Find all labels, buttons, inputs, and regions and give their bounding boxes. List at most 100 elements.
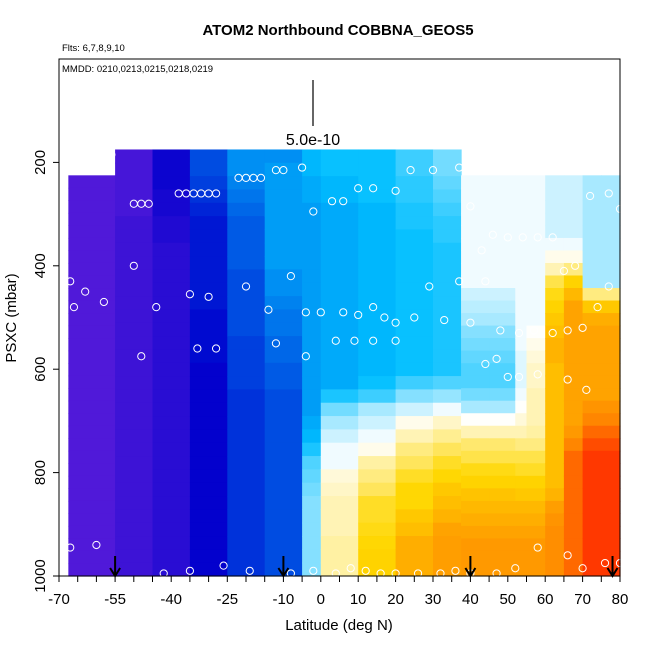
heatmap-cell (302, 256, 322, 271)
heatmap-cell (601, 187, 621, 201)
heatmap-cell (358, 442, 397, 457)
x-tick-label: -40 (160, 591, 182, 608)
heatmap-cell (320, 442, 359, 457)
heatmap-cell (563, 313, 584, 327)
heatmap-cell (68, 550, 116, 565)
heatmap-cell (526, 262, 546, 277)
heatmap-cell (395, 482, 434, 497)
heatmap-cell (582, 450, 602, 464)
heatmap-cell (302, 509, 322, 524)
data-point (376, 569, 385, 578)
heatmap-cell (433, 509, 462, 524)
data-point (518, 233, 527, 242)
data-point (301, 308, 310, 317)
flights-note: Flts: 6,7,8,9,10 (62, 43, 125, 54)
heatmap-cell (582, 288, 602, 302)
data-point (339, 197, 348, 206)
heatmap-cell (358, 376, 397, 390)
heatmap-cell (115, 162, 154, 177)
heatmap-cell (189, 416, 228, 430)
heatmap-cell (601, 400, 621, 414)
x-axis-label: Latitude (deg N) (285, 617, 393, 634)
heatmap-cell (227, 309, 266, 324)
heatmap-cell (545, 413, 565, 427)
heatmap-cell (395, 336, 434, 351)
heatmap-cell (489, 325, 516, 339)
heatmap-cell (358, 242, 397, 257)
heatmap-cell (395, 562, 434, 577)
heatmap-cell (601, 262, 621, 277)
heatmap-cell (68, 525, 116, 540)
heatmap-cell (582, 250, 602, 264)
heatmap-cell (302, 362, 322, 377)
heatmap-cell (68, 338, 116, 352)
heatmap-cell (395, 416, 434, 430)
heatmap-cell (563, 300, 584, 314)
heatmap-cell (189, 522, 228, 537)
heatmap-cell (68, 425, 116, 439)
heatmap-cell (152, 149, 191, 164)
heatmap-cell (358, 176, 397, 191)
heatmap-cell (582, 350, 602, 364)
heatmap-cell (545, 300, 565, 314)
data-point (455, 277, 464, 286)
heatmap-cell (227, 296, 266, 311)
data-point (361, 566, 370, 575)
data-point (204, 292, 213, 301)
heatmap-cell (489, 525, 516, 540)
heatmap-cell (433, 162, 462, 177)
heatmap-cell (68, 450, 116, 464)
heatmap-cell (115, 416, 154, 430)
data-point (185, 566, 194, 575)
heatmap-cell (302, 442, 322, 457)
heatmap-cell (320, 162, 359, 177)
heatmap-cell (461, 325, 490, 339)
heatmap-cell (545, 187, 565, 201)
heatmap-cell (152, 322, 191, 337)
y-tick-label: 800 (32, 460, 49, 485)
heatmap-cell (152, 336, 191, 351)
heatmap-cell (395, 322, 434, 337)
heatmap-cell (515, 525, 528, 540)
heatmap-cell (264, 482, 303, 497)
heatmap-cell (433, 536, 462, 550)
heatmap-cell (461, 563, 490, 577)
heatmap-cell (433, 256, 462, 271)
heatmap-cell (489, 413, 516, 427)
heatmap-cell (358, 216, 397, 231)
heatmap-cell (582, 237, 602, 252)
data-point (369, 336, 378, 345)
heatmap-cell (395, 496, 434, 510)
data-point (391, 336, 400, 345)
heatmap-cell (395, 229, 434, 244)
heatmap-cell (461, 550, 490, 565)
heatmap-cell (395, 469, 434, 484)
data-point (563, 551, 572, 560)
heatmap-cell (227, 389, 266, 404)
heatmap-cell (582, 200, 602, 214)
heatmap-cell (115, 282, 154, 297)
x-tick-label: 60 (537, 591, 554, 608)
heatmap-cell (115, 429, 154, 444)
x-tick-label: 10 (350, 591, 367, 608)
heatmap-cell (227, 322, 266, 337)
heatmap-cell (582, 363, 602, 377)
heatmap-cell (302, 309, 322, 324)
heatmap-cell (189, 442, 228, 457)
heatmap-cell (395, 309, 434, 324)
heatmap-cell (515, 175, 528, 189)
heatmap-cell (264, 469, 303, 484)
heatmap-cell (526, 200, 546, 214)
heatmap-cell (320, 282, 359, 297)
heatmap-cell (545, 363, 565, 377)
heatmap-cell (68, 350, 116, 364)
data-point (503, 372, 512, 382)
x-tick-label: -70 (48, 591, 70, 608)
heatmap-cell (302, 216, 322, 231)
x-tick-label: -55 (104, 591, 126, 608)
data-point (99, 297, 108, 307)
heatmap-cell (115, 149, 154, 164)
heatmap-cell (433, 522, 462, 537)
heatmap-cell (515, 262, 528, 277)
heatmap-cell (582, 438, 602, 452)
